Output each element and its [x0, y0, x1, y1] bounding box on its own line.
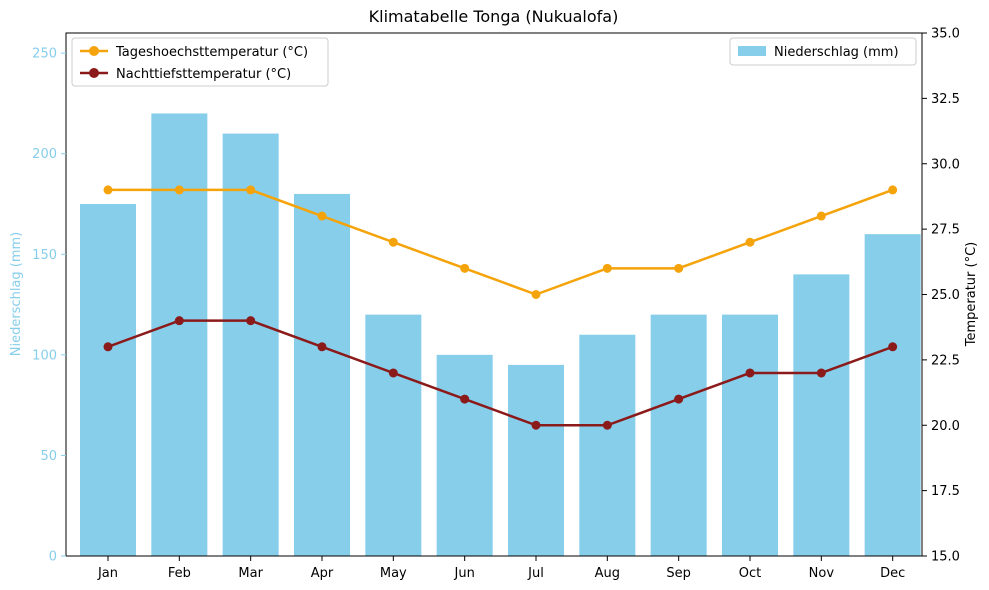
x-tick-label: Jan — [97, 566, 118, 581]
point-low-may — [388, 368, 398, 378]
y-axis-left: 0 50 100 150 200 250 — [32, 33, 67, 565]
bar-dec — [864, 234, 921, 556]
y-right-tick-label: 20.0 — [931, 419, 960, 434]
x-tick-label: May — [380, 566, 407, 581]
x-tick-label: Feb — [168, 566, 191, 581]
x-tick-label: Mar — [238, 566, 263, 581]
x-tick-label: Apr — [311, 566, 334, 581]
legend-low-swatch-marker — [89, 68, 99, 78]
bar-jan — [80, 203, 136, 556]
bar-oct — [722, 314, 778, 556]
x-tick-label: Sep — [666, 566, 691, 581]
point-low-feb — [174, 316, 184, 326]
point-high-jan — [103, 185, 113, 195]
y-right-tick-label: 35.0 — [931, 27, 960, 42]
legend-high-label: Tageshoechsttemperatur (°C) — [115, 45, 308, 60]
y-right-tick-label: 27.5 — [931, 223, 960, 238]
point-high-mar — [246, 185, 256, 195]
y-right-tick-label: 15.0 — [931, 550, 960, 565]
point-high-jun — [460, 263, 470, 273]
y-left-tick-label: 100 — [32, 348, 57, 363]
point-high-oct — [745, 237, 755, 247]
point-high-feb — [174, 185, 184, 195]
point-low-aug — [602, 420, 612, 430]
legend-precip-label: Niederschlag (mm) — [774, 45, 899, 60]
x-tick-label: Nov — [809, 566, 835, 581]
legend-bars: Niederschlag (mm) — [729, 37, 917, 66]
y-right-tick-label: 17.5 — [931, 484, 960, 499]
bar-jul — [508, 364, 564, 556]
y-left-tick-label: 0 — [49, 550, 57, 565]
x-tick-label: Jun — [454, 566, 475, 581]
point-low-mar — [246, 316, 256, 326]
legend-high-swatch-marker — [89, 46, 99, 56]
legend-precip-swatch — [738, 46, 766, 56]
y-right-tick-label: 25.0 — [931, 288, 960, 303]
x-tick-label: Oct — [739, 566, 761, 581]
bar-sep — [650, 314, 707, 556]
y-left-tick-label: 150 — [32, 248, 57, 263]
y-axis-left-label: Niederschlag (mm) — [9, 232, 24, 357]
bar-jun — [436, 354, 493, 556]
y-axis-right: 15.0 17.5 20.0 22.5 25.0 27.5 30.0 32.5 35.0 — [922, 27, 960, 565]
legend-low-label: Nachttiefsttemperatur (°C) — [116, 67, 291, 82]
point-high-aug — [602, 263, 612, 273]
line-high-temp — [108, 188, 894, 296]
point-low-dec — [888, 342, 898, 352]
point-high-may — [388, 237, 398, 247]
legend-bars-box — [729, 37, 917, 66]
x-tick-label: Jul — [527, 566, 544, 581]
y-right-tick-label: 32.5 — [931, 92, 960, 107]
x-tick-label: Dec — [880, 566, 905, 581]
y-left-tick-label: 200 — [32, 147, 57, 162]
legend-lines: Tageshoechsttemperatur (°C) Nachttiefstt… — [71, 37, 329, 87]
chart-title: Klimatabelle Tonga (Nukualofa) — [369, 7, 619, 26]
y-left-tick-label: 50 — [40, 449, 57, 464]
temperature-lines — [103, 185, 898, 430]
point-high-dec — [888, 185, 898, 195]
bar-apr — [294, 193, 350, 556]
y-right-tick-label: 22.5 — [931, 353, 960, 368]
point-low-sep — [674, 394, 684, 404]
point-high-apr — [317, 211, 327, 221]
point-high-jul — [531, 290, 541, 299]
bar-mar — [222, 133, 279, 557]
point-high-sep — [674, 263, 684, 273]
line-low-temp — [107, 319, 894, 427]
x-axis: Jan Feb Mar Apr May Jun Jul Aug Sep Oct Nov Dec — [97, 556, 905, 581]
point-low-jun — [460, 394, 470, 404]
point-low-jan — [103, 342, 113, 352]
bar-may — [365, 314, 422, 556]
bar-nov — [793, 274, 850, 556]
point-low-nov — [816, 368, 826, 378]
x-tick-label: Aug — [595, 566, 620, 581]
y-right-tick-label: 30.0 — [931, 157, 960, 172]
bar-aug — [579, 334, 636, 556]
precipitation-bars — [80, 113, 921, 557]
legend-lines-box — [71, 37, 329, 87]
point-high-nov — [816, 211, 826, 221]
point-low-jul — [531, 420, 541, 430]
point-low-apr — [317, 342, 327, 352]
y-axis-right-label: Temperatur (°C) — [964, 242, 979, 348]
point-low-oct — [745, 368, 755, 378]
bar-feb — [151, 113, 208, 556]
y-left-tick-label: 250 — [32, 47, 57, 62]
